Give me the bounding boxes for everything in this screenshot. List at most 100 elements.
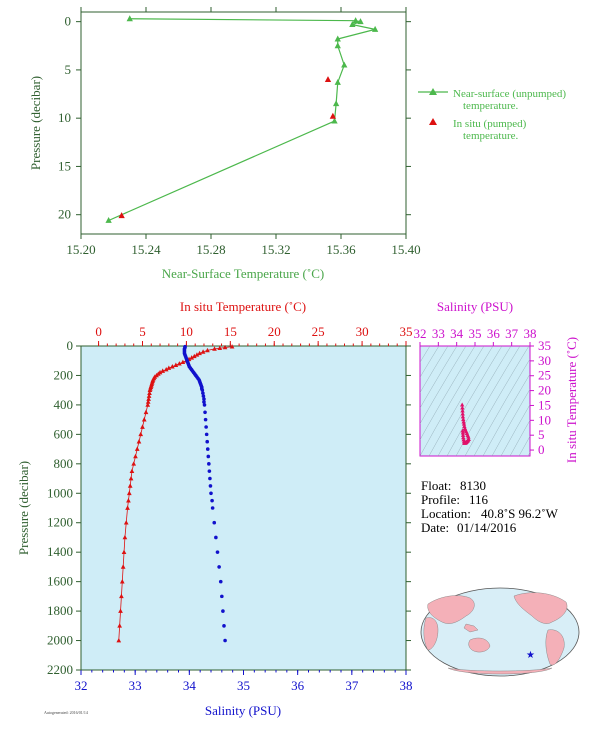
pressure-tick-label: 1000: [47, 485, 73, 500]
ts-salinity-tick-label: 35: [469, 326, 482, 341]
salinity-point: [202, 403, 207, 407]
map-land-australia: [468, 637, 491, 653]
salinity-point: [207, 469, 212, 473]
ts-point: [460, 414, 466, 419]
temperature-point: [141, 417, 147, 422]
near-surface-y-tick-label: 20: [58, 207, 71, 222]
near-surface-x-tick-label: 15.36: [326, 242, 356, 257]
temperature-point: [191, 353, 197, 359]
near-surface-x-tick-label: 15.28: [196, 242, 225, 257]
temperature-point: [128, 475, 134, 481]
salinity-point: [218, 579, 223, 584]
temperature-point: [146, 396, 151, 401]
ts-temperature-tick-label: 30: [538, 353, 551, 368]
temperature-point: [166, 365, 172, 370]
ts-point: [460, 432, 466, 437]
temperature-point: [127, 483, 133, 488]
ts-point: [460, 411, 465, 416]
profile-label: Profile:: [421, 492, 460, 507]
pressure-tick-label: 2000: [47, 633, 73, 648]
density-contour: [420, 346, 467, 425]
temperature-tick-label: 35: [400, 324, 413, 339]
temperature-point: [177, 361, 182, 366]
ts-right-axis-title: In situ Temperature (˚C): [564, 337, 579, 463]
temperature-point: [121, 549, 127, 555]
temperature-point: [126, 490, 132, 496]
profile-chart: 0 5 10 15 20 25 30 35 32 33 34 35 36 37 38 0 200 400 600 80…: [16, 299, 413, 718]
ts-temperature-tick-label: 35: [538, 338, 551, 353]
temperature-point: [170, 364, 175, 369]
near-surface-x-tick-label: 15.40: [391, 242, 420, 257]
salinity-point: [201, 394, 206, 398]
ts-point: [460, 405, 465, 410]
location-value: 40.8˚S 96.2˚W: [481, 506, 559, 521]
ts-temperature-tick-label: 10: [538, 412, 551, 427]
near-surface-y-tick-label: 0: [65, 14, 72, 29]
temperature-point: [119, 593, 124, 599]
density-contour: [473, 358, 530, 456]
pressure-tick-label: 0: [67, 338, 74, 353]
salinity-point: [203, 410, 207, 415]
in-situ-point: [118, 212, 125, 219]
near-surface-x-axis-title: Near-Surface Temperature (˚C): [162, 266, 324, 281]
temperature-point: [160, 368, 166, 373]
pressure-tick-label: 2200: [47, 662, 73, 677]
map-land-antarctica: [447, 667, 553, 675]
ts-temperature-tick-label: 15: [538, 397, 551, 412]
salinity-point: [204, 432, 209, 437]
map-land-africa: [423, 617, 439, 651]
float-value: 8130: [460, 478, 486, 493]
pressure-tick-label: 1400: [47, 544, 73, 559]
density-contour: [420, 346, 485, 456]
salinity-point: [205, 447, 210, 451]
ts-point: [460, 430, 466, 435]
temperature-point: [118, 608, 123, 613]
float-location-marker-icon: ★: [526, 650, 535, 661]
salinity-point: [206, 454, 211, 459]
near-surface-legend: Near-surface (unpumped) temperature. In …: [418, 88, 566, 142]
salinity-point: [222, 624, 226, 628]
temperature-point: [145, 399, 151, 404]
salinity-point: [217, 565, 221, 569]
temperature-point: [222, 344, 228, 350]
temperature-point: [194, 352, 200, 357]
map-land-maritime-se-asia: [463, 623, 479, 633]
salinity-tick-label: 37: [345, 678, 359, 693]
salinity-tick-label: 38: [400, 678, 413, 693]
pressure-tick-label: 600: [54, 426, 74, 441]
ts-point: [462, 423, 467, 428]
legend-label-near-surface-2: temperature.: [463, 100, 519, 112]
density-contour: [491, 388, 530, 456]
temperature-point: [145, 402, 151, 407]
salinity-point: [209, 491, 213, 496]
salinity-point: [221, 609, 225, 613]
ts-temperature-tick-label: 25: [538, 368, 551, 383]
profile-top-axis-title: In situ Temperature (˚C): [180, 299, 306, 314]
temperature-tick-label: 20: [268, 324, 281, 339]
map-land-south-america: [545, 629, 565, 666]
temperature-point: [147, 390, 152, 395]
profile-plot-frame: [80, 345, 407, 671]
near-surface-x-tick-label: 15.20: [66, 242, 95, 257]
temperature-point: [212, 346, 217, 351]
temperature-point: [180, 359, 186, 365]
temperature-tick-label: 0: [95, 324, 102, 339]
temperature-point: [143, 409, 149, 415]
salinity-point: [202, 400, 206, 404]
near-surface-y-tick-label: 10: [58, 110, 71, 125]
ts-point: [461, 439, 467, 444]
in-situ-point: [324, 76, 332, 83]
profile-y-axis-title: Pressure (decibar): [16, 461, 31, 555]
temperature-point: [123, 520, 129, 525]
salinity-point: [210, 498, 214, 503]
pressure-tick-label: 400: [54, 397, 74, 412]
ts-point: [460, 428, 465, 433]
ts-salinity-tick-label: 34: [450, 326, 464, 341]
near-surface-point: [357, 18, 364, 25]
salinity-tick-label: 34: [183, 678, 197, 693]
salinity-point: [204, 425, 208, 429]
near-surface-y-axis-title: Pressure (decibar): [28, 76, 43, 170]
ts-point: [461, 417, 466, 422]
